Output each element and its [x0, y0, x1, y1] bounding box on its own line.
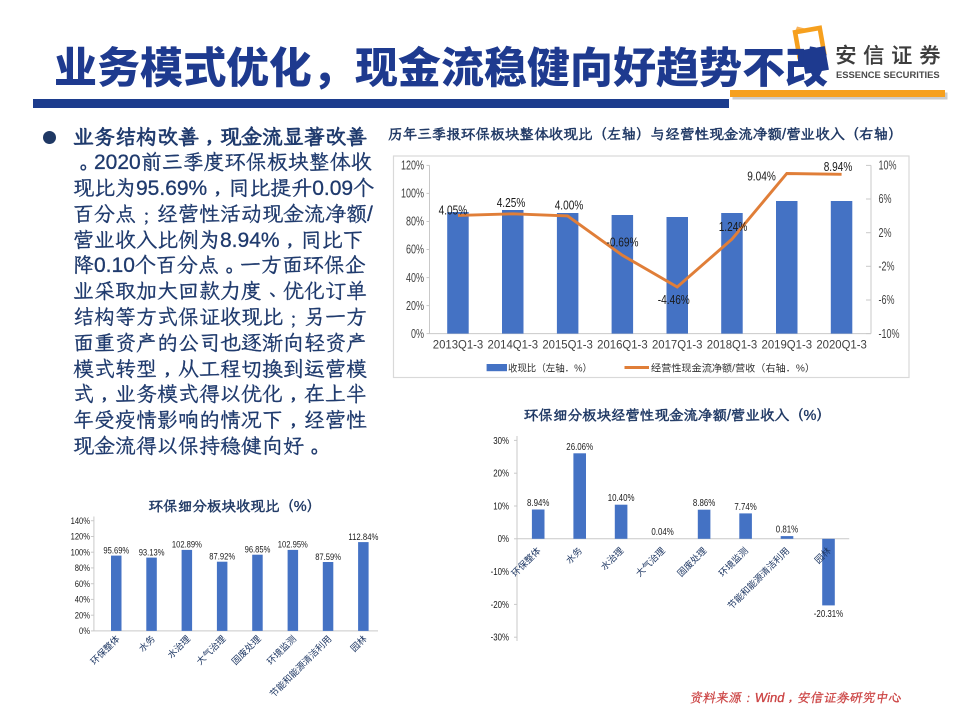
svg-text:8.86%: 8.86%	[693, 498, 716, 509]
svg-text:20%: 20%	[406, 299, 424, 313]
svg-text:2019Q1-3: 2019Q1-3	[762, 338, 813, 352]
svg-text:120%: 120%	[401, 159, 424, 173]
svg-text:水治理: 水治理	[166, 634, 193, 661]
svg-text:10%: 10%	[879, 159, 897, 173]
svg-text:-10%: -10%	[879, 327, 900, 341]
svg-text:80%: 80%	[406, 215, 424, 229]
svg-text:95.69%: 95.69%	[103, 545, 129, 555]
svg-text:水治理: 水治理	[599, 546, 626, 573]
svg-text:2013Q1-3: 2013Q1-3	[433, 338, 484, 352]
svg-text:8.94%: 8.94%	[527, 498, 550, 509]
svg-text:园林: 园林	[349, 634, 369, 654]
svg-text:140%: 140%	[71, 516, 90, 526]
svg-text:4.05%: 4.05%	[439, 203, 468, 218]
svg-text:-20%: -20%	[491, 600, 510, 611]
svg-text:-4.46%: -4.46%	[658, 292, 690, 307]
svg-text:水务: 水务	[137, 634, 157, 654]
svg-text:0.04%: 0.04%	[651, 527, 674, 538]
svg-text:1.24%: 1.24%	[719, 219, 748, 234]
svg-text:0%: 0%	[79, 626, 90, 636]
svg-text:-10%: -10%	[491, 567, 510, 578]
svg-text:-2%: -2%	[879, 260, 895, 274]
svg-text:环保整体: 环保整体	[89, 634, 122, 667]
svg-text:102.89%: 102.89%	[172, 540, 202, 550]
svg-text:6%: 6%	[879, 192, 892, 206]
svg-text:120%: 120%	[71, 532, 90, 542]
svg-text:水务: 水务	[564, 546, 584, 566]
svg-text:2018Q1-3: 2018Q1-3	[707, 338, 758, 352]
svg-text:40%: 40%	[406, 271, 424, 285]
svg-text:20%: 20%	[75, 610, 90, 620]
svg-text:固废处理: 固废处理	[675, 546, 708, 579]
svg-text:10%: 10%	[493, 501, 509, 512]
svg-text:2014Q1-3: 2014Q1-3	[488, 338, 539, 352]
svg-text:30%: 30%	[493, 436, 509, 447]
svg-text:-0.69%: -0.69%	[607, 235, 639, 250]
svg-text:87.92%: 87.92%	[209, 552, 235, 562]
svg-text:102.95%: 102.95%	[278, 540, 308, 550]
svg-text:大气治理: 大气治理	[195, 634, 228, 667]
svg-text:60%: 60%	[75, 579, 90, 589]
svg-text:0%: 0%	[411, 327, 424, 341]
svg-text:环境监测: 环境监测	[264, 633, 298, 667]
svg-text:2017Q1-3: 2017Q1-3	[652, 338, 703, 352]
svg-text:96.85%: 96.85%	[245, 545, 271, 555]
svg-text:2020Q1-3: 2020Q1-3	[816, 338, 867, 352]
svg-text:100%: 100%	[401, 187, 424, 201]
svg-text:收现比（左轴．%）: 收现比（左轴．%）	[508, 363, 592, 375]
svg-text:112.84%: 112.84%	[348, 532, 378, 542]
svg-text:-30%: -30%	[491, 633, 510, 644]
svg-text:环境监测: 环境监测	[716, 545, 750, 579]
svg-text:26.06%: 26.06%	[566, 442, 593, 453]
svg-text:-6%: -6%	[879, 293, 895, 307]
svg-text:20%: 20%	[493, 469, 509, 480]
svg-text:93.13%: 93.13%	[139, 547, 165, 557]
svg-text:2015Q1-3: 2015Q1-3	[542, 338, 593, 352]
svg-text:10.40%: 10.40%	[608, 493, 635, 504]
svg-text:7.74%: 7.74%	[734, 502, 757, 513]
svg-text:0.81%: 0.81%	[776, 525, 799, 536]
svg-text:0%: 0%	[498, 534, 510, 545]
svg-text:节能和能源清洁利用: 节能和能源清洁利用	[267, 633, 333, 699]
svg-text:固废处理: 固废处理	[230, 634, 263, 667]
svg-text:2016Q1-3: 2016Q1-3	[597, 338, 648, 352]
svg-text:60%: 60%	[406, 243, 424, 257]
svg-text:87.59%: 87.59%	[315, 552, 341, 562]
svg-text:2%: 2%	[879, 226, 892, 240]
svg-text:4.00%: 4.00%	[555, 198, 584, 213]
svg-text:80%: 80%	[75, 563, 90, 573]
svg-text:-20.31%: -20.31%	[814, 609, 844, 620]
svg-text:8.94%: 8.94%	[824, 159, 853, 174]
svg-text:大气治理: 大气治理	[634, 546, 667, 579]
svg-text:环保整体: 环保整体	[510, 546, 543, 579]
svg-text:100%: 100%	[71, 547, 90, 557]
svg-text:9.04%: 9.04%	[747, 169, 776, 184]
svg-text:4.25%: 4.25%	[497, 195, 526, 210]
svg-text:40%: 40%	[75, 595, 90, 605]
svg-text:经营性现金流净额/营收（右轴．%）: 经营性现金流净额/营收（右轴．%）	[651, 363, 815, 375]
